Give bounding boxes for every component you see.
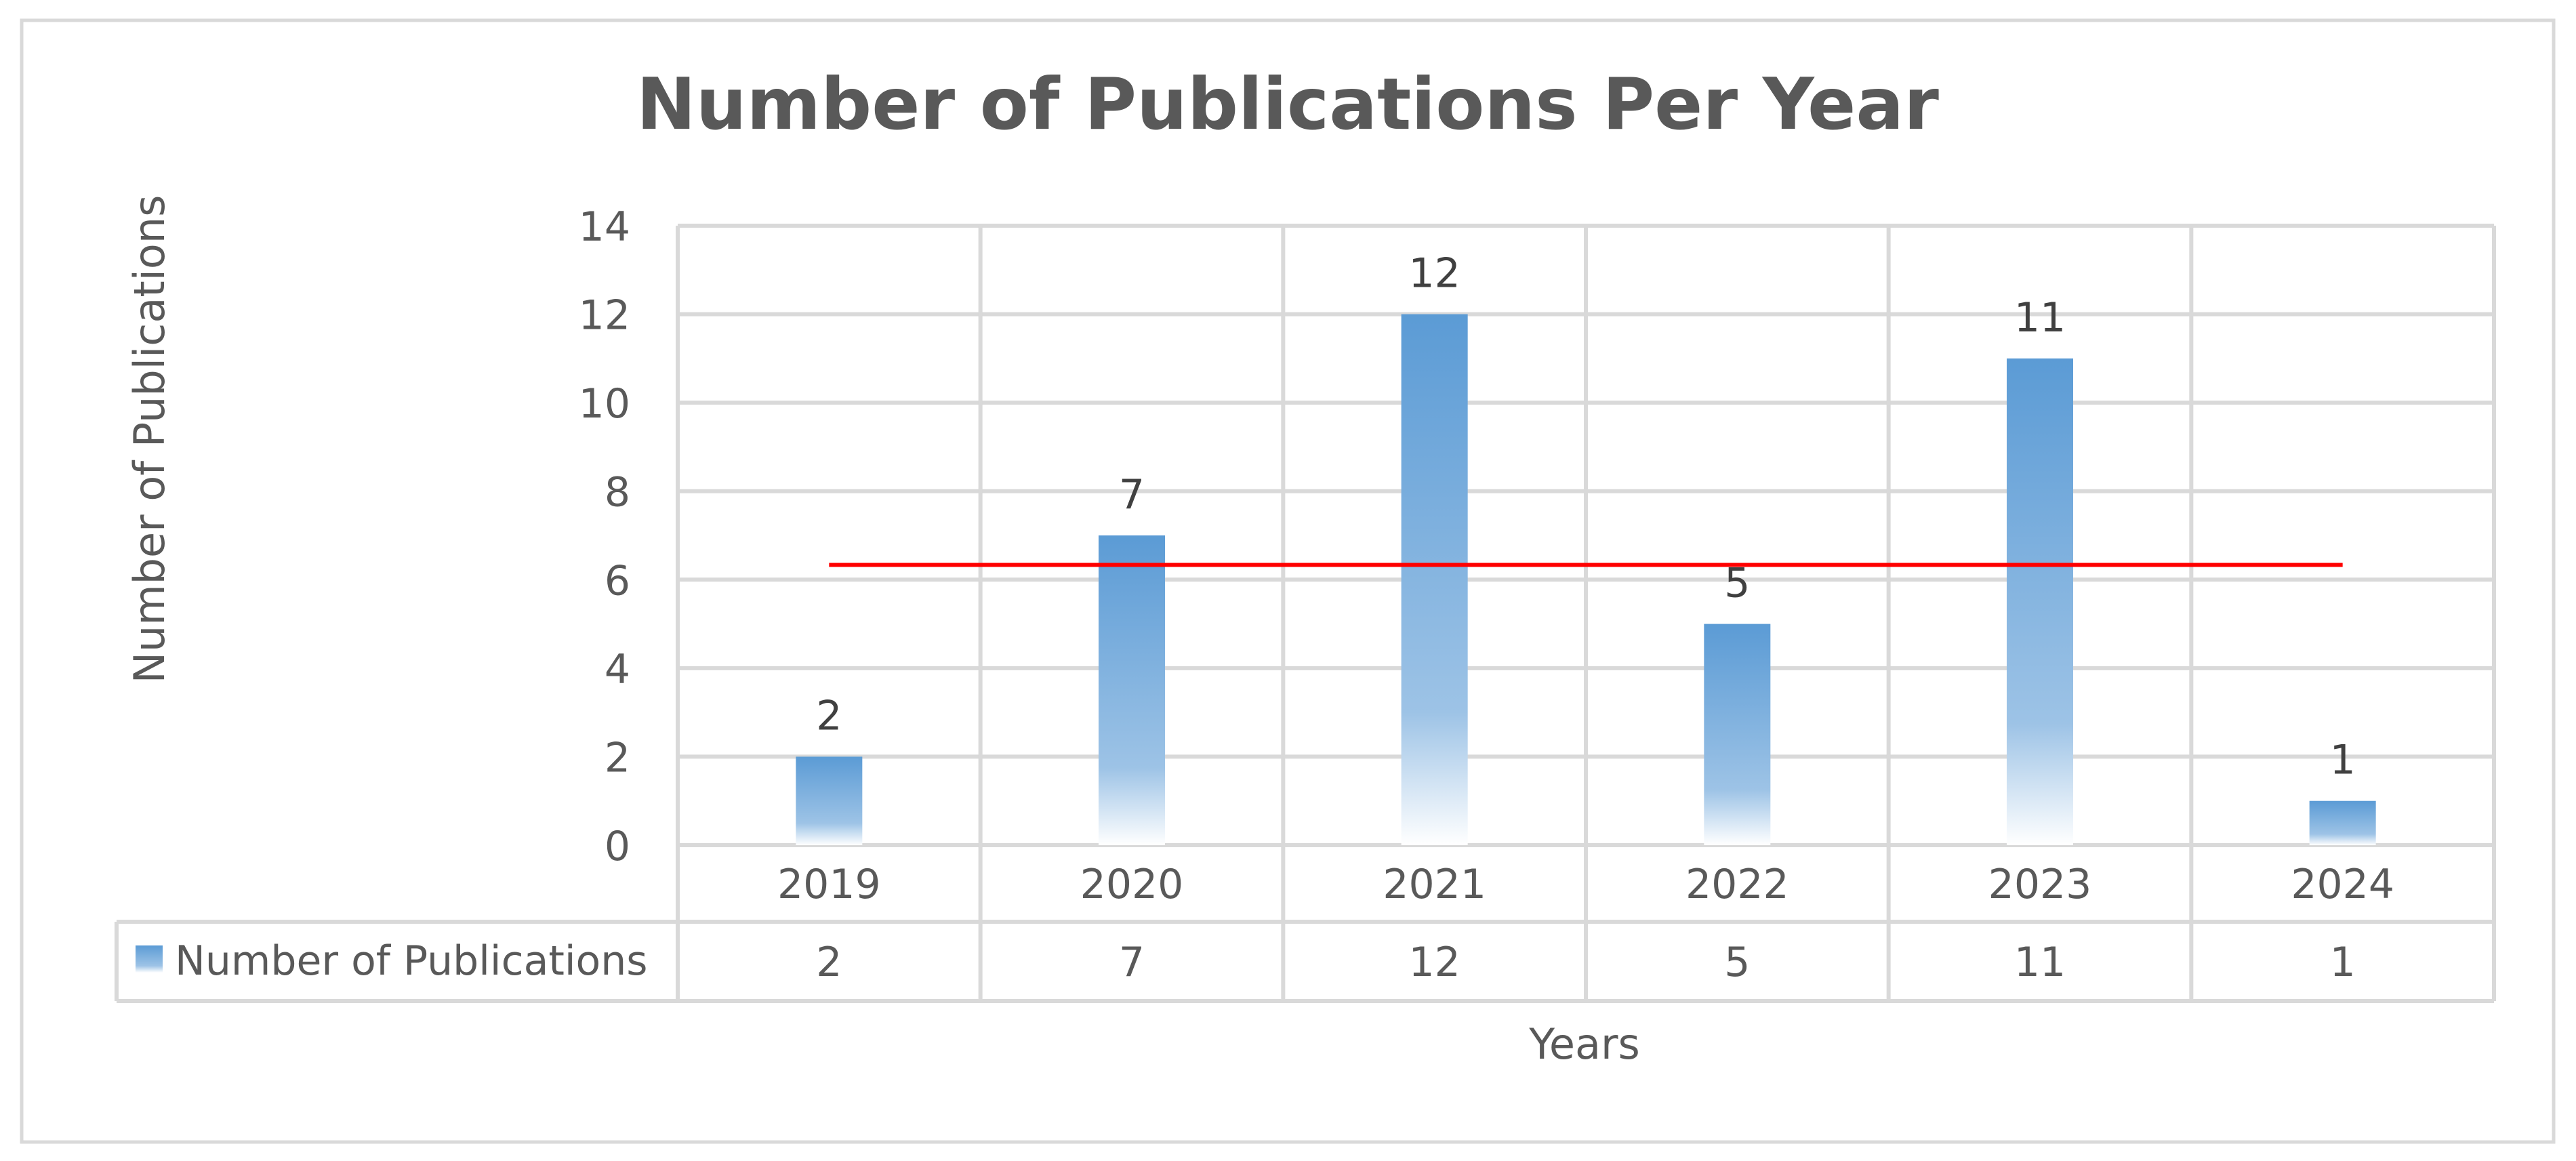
y-tick-label: 10 bbox=[579, 380, 630, 428]
data-table: 2019 2 2020 7 2021 12 2022 5 2023 11 2024 1 Number o… bbox=[115, 861, 2494, 1003]
data-label-2020: 7 bbox=[1119, 471, 1145, 518]
y-tick-label: 2 bbox=[605, 734, 630, 781]
bars bbox=[796, 314, 2376, 846]
x-tick-label-2024: 2024 bbox=[2291, 861, 2394, 908]
x-tick-label-2022: 2022 bbox=[1685, 861, 1789, 908]
data-label-2022: 5 bbox=[1724, 560, 1750, 607]
chart-title: Number of Publications Per Year bbox=[636, 63, 1939, 146]
table-value-2019: 2 bbox=[816, 939, 842, 986]
bar-2024 bbox=[2309, 800, 2376, 845]
data-label-2021: 12 bbox=[1408, 250, 1460, 298]
y-tick-label: 8 bbox=[605, 469, 630, 516]
data-label-2024: 1 bbox=[2330, 737, 2356, 784]
y-axis-ticks: 0 2 4 6 8 10 12 14 bbox=[579, 203, 630, 870]
table-value-2022: 5 bbox=[1724, 939, 1750, 986]
y-tick-label: 14 bbox=[579, 203, 630, 251]
bar-2023 bbox=[2007, 358, 2073, 845]
legend-series-name: Number of Publications bbox=[175, 937, 648, 985]
x-tick-label-2023: 2023 bbox=[1988, 861, 2092, 908]
table-value-2024: 1 bbox=[2330, 939, 2356, 986]
y-tick-label: 4 bbox=[605, 646, 630, 693]
y-axis-title: Number of Publications bbox=[125, 195, 174, 684]
data-label-2019: 2 bbox=[816, 692, 842, 739]
table-value-2020: 7 bbox=[1119, 939, 1145, 986]
x-tick-label-2019: 2019 bbox=[777, 861, 881, 908]
table-value-2021: 12 bbox=[1408, 939, 1460, 986]
table-value-2023: 11 bbox=[2014, 939, 2066, 986]
y-tick-label: 0 bbox=[605, 823, 630, 870]
bar-2022 bbox=[1704, 624, 1771, 845]
y-tick-label: 12 bbox=[579, 292, 630, 340]
x-axis-title: Years bbox=[1528, 1019, 1640, 1069]
bar-2020 bbox=[1099, 535, 1165, 845]
x-tick-label-2021: 2021 bbox=[1383, 861, 1486, 908]
bar-2021 bbox=[1401, 314, 1468, 846]
bar-2019 bbox=[796, 756, 863, 845]
x-tick-label-2020: 2020 bbox=[1080, 861, 1184, 908]
data-label-2023: 11 bbox=[2014, 294, 2066, 342]
gridlines bbox=[676, 224, 2496, 1001]
y-tick-label: 6 bbox=[605, 557, 630, 605]
legend-key bbox=[136, 945, 163, 973]
